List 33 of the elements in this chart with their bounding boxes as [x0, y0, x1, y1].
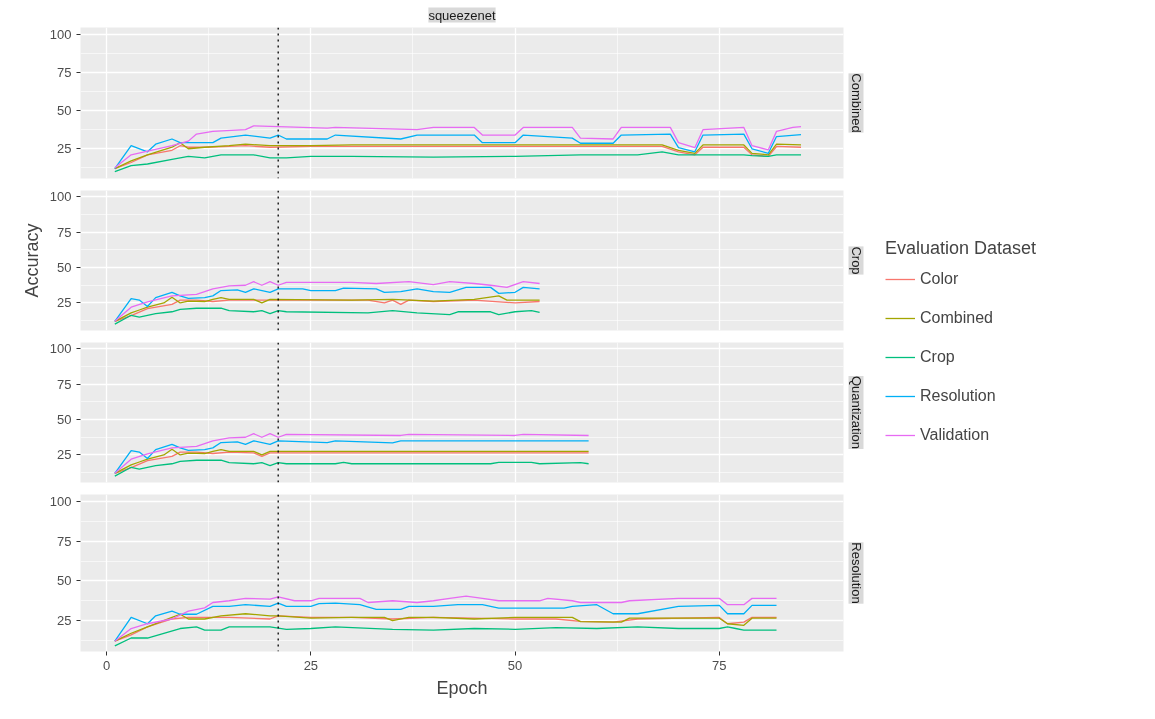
- y-tick-label: 75: [57, 64, 72, 80]
- text: Combined: [848, 73, 864, 133]
- y-tick-label: 50: [57, 260, 72, 276]
- legend-label: Resolution: [920, 386, 996, 406]
- legend-label: Validation: [920, 425, 990, 445]
- y-tick-label: 75: [57, 533, 72, 549]
- text: Resolution: [848, 542, 864, 604]
- legend-title: Evaluation Dataset: [885, 238, 1037, 259]
- y-tick-label: 75: [57, 224, 72, 240]
- x-tick-label: 50: [507, 657, 523, 673]
- chart-title: squeezenet: [428, 7, 496, 23]
- x-axis-title: Epoch: [436, 677, 488, 698]
- y-tick-label: 50: [57, 412, 72, 428]
- y-tick-label: 100: [49, 494, 72, 510]
- text: Quantization: [848, 376, 864, 449]
- y-tick-label: 25: [57, 141, 72, 157]
- legend-label: Color: [920, 269, 959, 289]
- y-tick-label: 25: [57, 447, 72, 463]
- y-axis-title: Accuracy: [21, 223, 42, 298]
- y-tick-label: 50: [57, 103, 72, 119]
- y-tick-label: 25: [57, 295, 72, 311]
- y-tick-label: 25: [57, 613, 72, 629]
- y-tick-label: 100: [49, 26, 72, 42]
- legend-label: Combined: [920, 308, 993, 328]
- x-tick-label: 75: [712, 657, 727, 673]
- y-tick-label: 50: [57, 573, 72, 589]
- legend-label: Crop: [920, 347, 955, 367]
- y-tick-label: 75: [57, 376, 72, 392]
- y-tick-label: 100: [49, 341, 72, 357]
- y-tick-label: 100: [49, 189, 72, 205]
- x-tick-label: 25: [303, 657, 319, 673]
- x-tick-label: 0: [103, 657, 111, 673]
- text: Crop: [848, 246, 864, 275]
